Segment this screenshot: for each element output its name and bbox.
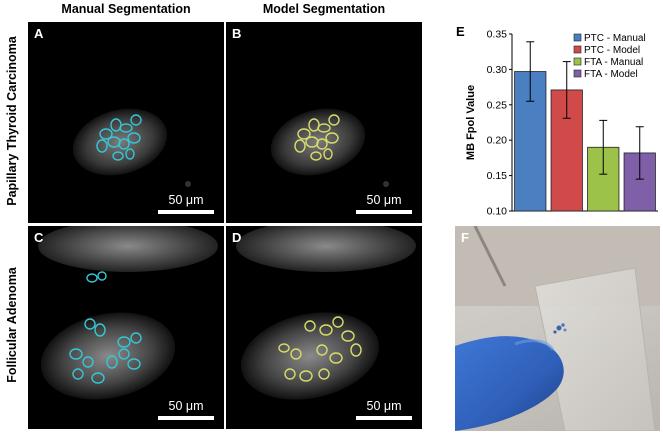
- column-header-model: Model Segmentation: [262, 2, 386, 16]
- scale-label-a: 50 μm: [168, 193, 204, 207]
- y-tick-label-4: 0.30: [487, 64, 508, 76]
- panel-letter-e: E: [456, 24, 465, 39]
- legend-swatch-1: [573, 45, 582, 54]
- scale-label-c: 50 μm: [168, 399, 204, 413]
- panel-letter-b: B: [232, 26, 242, 41]
- panel-d-image: D 50 μm: [226, 226, 422, 429]
- panel-b-image: B 50 μm: [226, 22, 422, 223]
- scale-label-d: 50 μm: [366, 399, 402, 413]
- legend-label-0: PTC - Manual: [584, 33, 646, 44]
- chart-e: E 0.10 0.15 0.20 0.25 0.30 0.35 MB Fpol Value PT…: [452, 24, 662, 219]
- panel-letter-d: D: [232, 230, 242, 245]
- scale-label-b: 50 μm: [366, 193, 402, 207]
- y-tick-label-2: 0.20: [487, 135, 508, 147]
- scale-bar-d: [356, 416, 412, 420]
- cell-image-b: [270, 108, 389, 187]
- scale-bar-a: [158, 210, 214, 214]
- cell-image-d: [236, 226, 416, 400]
- legend-swatch-0: [573, 33, 582, 42]
- y-tick-label-3: 0.25: [487, 99, 508, 111]
- cell-image-a: [72, 108, 191, 187]
- glove-slide-photo: [455, 226, 660, 431]
- y-axis-label: MB Fpol Value: [465, 85, 477, 160]
- column-header-manual: Manual Segmentation: [61, 2, 191, 16]
- y-tick-label-5: 0.35: [487, 29, 508, 41]
- row-label-fta: Follicular Adenoma: [5, 267, 19, 383]
- scale-bar-b: [356, 210, 412, 214]
- legend-swatch-3: [573, 69, 582, 78]
- scale-bar-c: [158, 416, 214, 420]
- legend-label-2: FTA - Manual: [584, 57, 643, 68]
- y-tick-label-0: 0.10: [487, 206, 508, 218]
- row-label-ptc: Papillary Thyroid Carcinoma: [5, 36, 19, 206]
- panel-a-image: A 50 μm: [28, 22, 224, 223]
- y-tick-label-1: 0.15: [487, 170, 508, 182]
- legend-label-1: PTC - Model: [584, 45, 640, 56]
- legend-swatch-2: [573, 57, 582, 66]
- panel-letter-c: C: [34, 230, 44, 245]
- cell-image-c: [38, 226, 218, 400]
- legend-label-3: FTA - Model: [584, 69, 638, 80]
- panel-c-image: C 50 μm: [28, 226, 224, 429]
- bar-chart: E 0.10 0.15 0.20 0.25 0.30 0.35 MB Fpol Value PT…: [456, 24, 658, 218]
- panel-f-photo: F: [455, 226, 660, 431]
- panel-letter-f: F: [461, 230, 469, 245]
- panel-letter-a: A: [34, 26, 44, 41]
